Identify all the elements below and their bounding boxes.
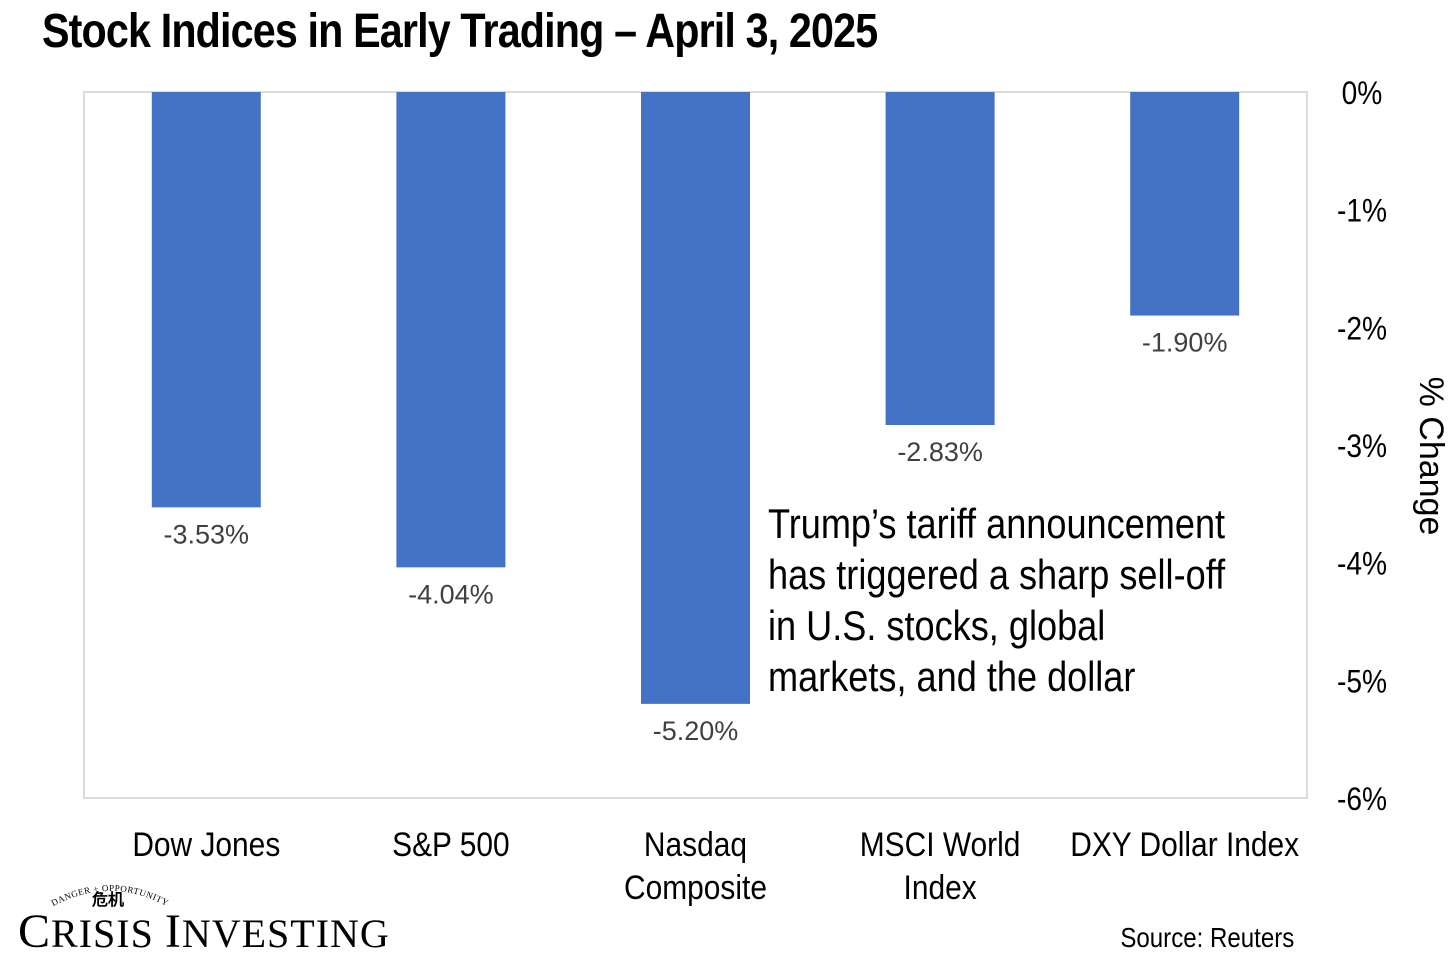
y-tick-label-1: -1% — [1337, 194, 1387, 229]
logo-tagline-arc: DANGER + OPPORTUNITY — [50, 883, 170, 908]
bar-1 — [396, 92, 506, 568]
y-tick-label-5: -5% — [1337, 665, 1387, 700]
x-tick-label-4: DXY Dollar Index — [1070, 825, 1299, 863]
source-note: Source: Reuters — [1119, 922, 1294, 953]
y-tick-label-0: 0% — [1342, 76, 1383, 111]
crisis-investing-logo: DANGER + OPPORTUNITY 危机 CRISIS INVESTING — [18, 880, 389, 958]
x-tick-label-3-line-0: MSCI World — [860, 825, 1021, 863]
y-tick-label-6: -6% — [1337, 782, 1387, 817]
bar-3 — [885, 92, 995, 425]
y-tick-label-3: -3% — [1337, 429, 1387, 464]
logo-glyphs: 危机 — [92, 890, 125, 909]
x-tick-label-1: S&P 500 — [392, 825, 510, 863]
data-label-4: -1.90% — [1142, 328, 1228, 358]
bar-4 — [1130, 92, 1240, 316]
x-tick-label-2-line-1: Composite — [624, 868, 767, 906]
bar-0 — [151, 92, 261, 508]
y-tick-label-2: -2% — [1337, 312, 1387, 347]
data-label-3: -2.83% — [897, 437, 983, 467]
data-label-0: -3.53% — [164, 519, 250, 549]
logo-name-text: CRISIS INVESTING — [18, 905, 390, 958]
x-tick-label-0: Dow Jones — [132, 825, 280, 863]
y-tick-label-4: -4% — [1337, 547, 1387, 582]
y-axis-title: % Change — [1412, 377, 1450, 536]
chart-title: Stock Indices in Early Trading – April 3… — [42, 5, 878, 58]
data-label-2: -5.20% — [653, 716, 739, 746]
data-label-1: -4.04% — [408, 579, 494, 609]
x-tick-label-3-line-1: Index — [904, 868, 977, 906]
logo-name: CRISIS INVESTING — [18, 904, 390, 959]
annotation-text: Trump’s tariff announcement has triggere… — [768, 500, 1226, 700]
bar-2 — [641, 92, 750, 704]
x-tick-label-2-line-0: Nasdaq — [644, 825, 747, 863]
